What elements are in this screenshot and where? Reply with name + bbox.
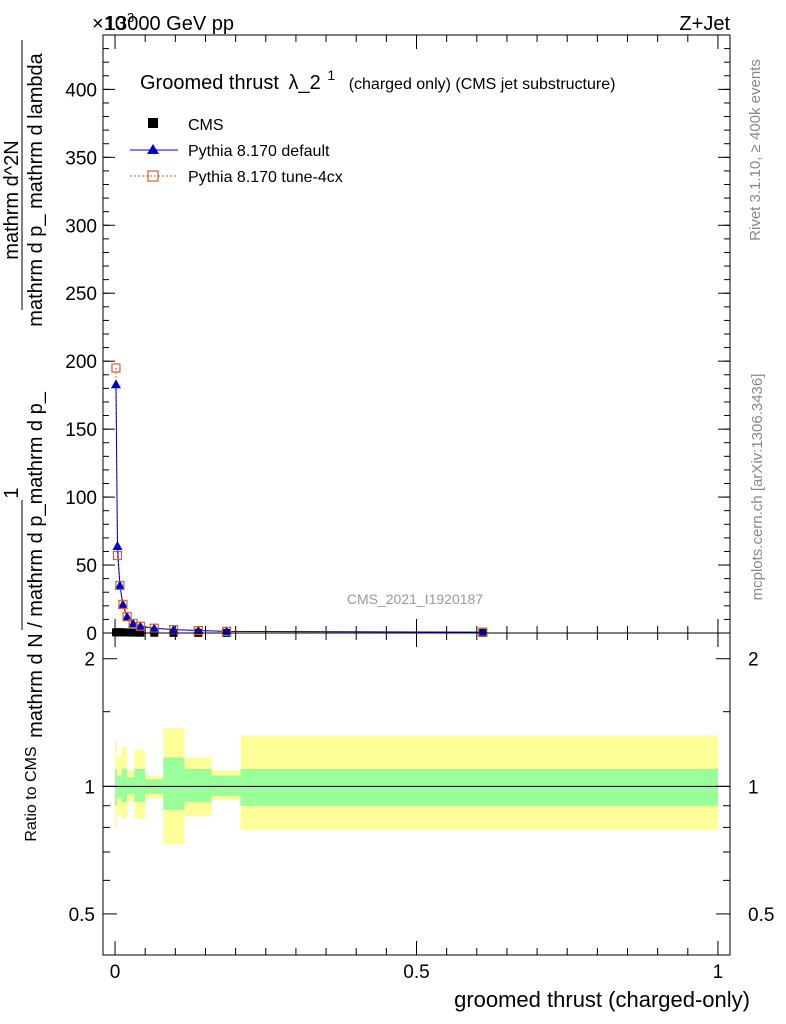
- point-default: [110, 379, 121, 389]
- xtick-label: 1: [713, 962, 724, 983]
- main-ytick-label: 350: [65, 148, 97, 169]
- point-default: [117, 599, 128, 609]
- rivet-label: Rivet 3.1.10, ≥ 400k events: [747, 59, 764, 241]
- energy-label: 13000 GeV pp: [105, 13, 234, 35]
- point-tune4cx: [168, 625, 179, 635]
- main-ytick-label: 300: [65, 216, 97, 237]
- main-ytick-label: 0: [86, 624, 97, 645]
- point-default: [112, 541, 123, 551]
- plot-title-main: Groomed thrust: [140, 72, 279, 94]
- point-tune4cx: [193, 625, 203, 636]
- plot-title-suffix: (charged only) (CMS jet substructure): [349, 76, 616, 93]
- legend: CMS Pythia 8.170 default Pythia 8.170 tu…: [130, 117, 343, 186]
- point-default: [193, 625, 204, 635]
- point-default: [128, 618, 139, 628]
- xtick-label: 0: [110, 962, 121, 983]
- point-tune4cx: [135, 621, 145, 631]
- legend-label-cms: CMS: [188, 117, 224, 134]
- ratio-band-inner: [121, 768, 128, 802]
- exponent-label: ×10: [92, 13, 126, 35]
- point-default: [114, 580, 125, 590]
- process-label: Z+Jet: [679, 13, 730, 35]
- xtick-label: 0.5: [403, 962, 429, 983]
- point-default: [122, 611, 133, 621]
- main-ylabel-den-left: mathrm d N / mathrm d p_mathrm d p_: [25, 391, 47, 738]
- plot-title-superscript: 1: [327, 67, 335, 83]
- main-ylabel-num-left: 1: [1, 487, 23, 498]
- x-axis-label: groomed thrust (charged-only): [454, 987, 750, 1012]
- ratio-ytick-label-right: 2: [748, 650, 759, 671]
- ratio-band-inner: [134, 768, 146, 802]
- ratio-band-inner: [240, 768, 718, 806]
- point-tune4cx: [221, 626, 232, 636]
- ratio-ylabel: Ratio to CMS: [23, 746, 40, 841]
- legend-marker-tune4cx: [147, 170, 159, 182]
- ratio-ytick-label: 2: [84, 650, 95, 671]
- exponent-power: 3: [127, 10, 134, 25]
- ratio-band-inner: [184, 768, 212, 802]
- legend-label-default: Pythia 8.170 default: [188, 143, 330, 160]
- main-ytick-label: 100: [65, 488, 97, 509]
- point-tune4cx: [122, 612, 132, 622]
- ratio-ytick-label: 1: [84, 777, 95, 798]
- legend-label-tune4cx: Pythia 8.170 tune-4cx: [188, 169, 343, 186]
- ratio-ytick-label-right: 0.5: [748, 905, 774, 926]
- ratio-band-inner: [211, 775, 241, 796]
- ratio-ytick-label: 0.5: [69, 905, 95, 926]
- point-tune4cx: [111, 363, 121, 373]
- point-cms: [118, 628, 127, 637]
- point-tune4cx: [128, 618, 138, 629]
- analysis-id: CMS_2021_I1920187: [347, 591, 483, 607]
- point-default: [149, 623, 160, 633]
- plot-title-lambda: λ_2: [289, 72, 321, 94]
- point-tune4cx: [118, 599, 128, 610]
- point-tune4cx: [149, 623, 159, 633]
- legend-marker-cms: [148, 118, 158, 128]
- ratio-band-inner: [115, 768, 117, 806]
- point-tune4cx: [115, 580, 125, 591]
- plot-title: Groomed thrust λ_2 1 (charged only) (CMS…: [140, 63, 615, 94]
- main-ytick-label: 200: [65, 352, 97, 373]
- main-ylabel-den-right: mathrm d p_ mathrm d lambda: [25, 52, 47, 326]
- point-default: [477, 627, 488, 637]
- ratio-band-inner: [127, 777, 135, 794]
- point-tune4cx: [112, 550, 123, 561]
- point-tune4cx: [478, 627, 488, 637]
- main-axis-ticks: 0 50 100 150 200 250 300 350 400: [65, 34, 730, 645]
- main-ytick-label: 50: [76, 556, 97, 577]
- ratio-axis-ticks: 0 0.5 1 0.5 0.5 1 1 2 2: [69, 633, 774, 983]
- point-default: [135, 621, 146, 631]
- mcplots-label: mcplots.cern.ch [arXiv:1306.3436]: [749, 374, 766, 601]
- ratio-band-inner: [163, 757, 185, 810]
- point-default: [168, 624, 179, 634]
- point-cms: [123, 628, 132, 637]
- main-ytick-label: 150: [65, 420, 97, 441]
- legend-marker-default: [147, 144, 159, 154]
- ratio-bands: [115, 728, 718, 845]
- ratio-ytick-label-right: 1: [748, 777, 759, 798]
- main-ytick-label: 250: [65, 284, 97, 305]
- main-ylabel-num-right: mathrm d^2N: [1, 140, 23, 259]
- main-ytick-label: 400: [65, 80, 97, 101]
- main-ylabel: 1 mathrm d N / mathrm d p_mathrm d p_ ma…: [1, 40, 47, 738]
